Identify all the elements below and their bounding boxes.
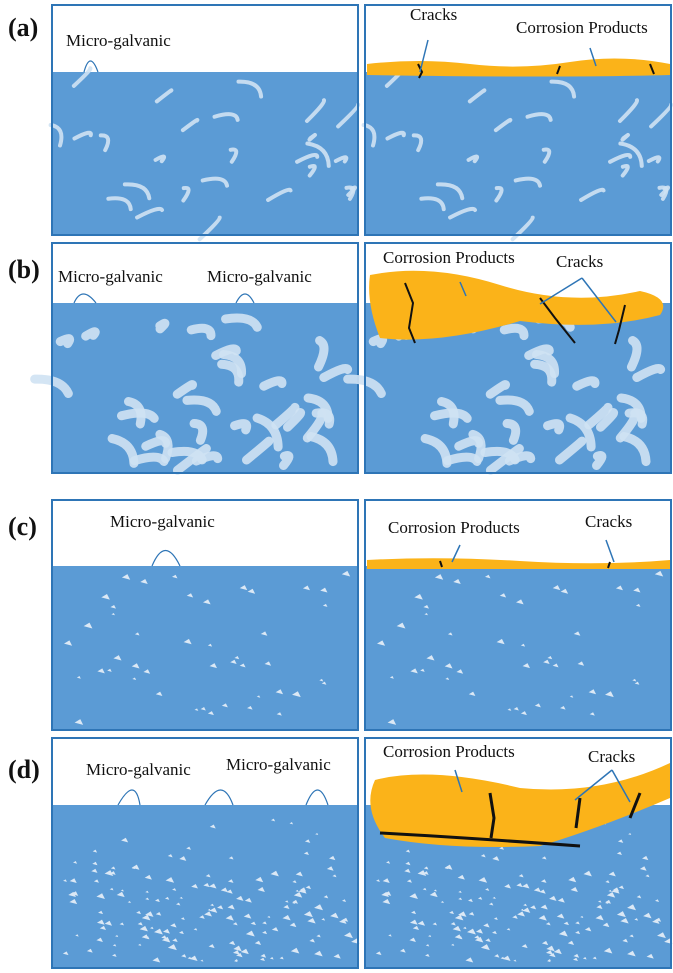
panel-tag: (b)	[8, 255, 40, 284]
grain-boundary	[447, 457, 477, 461]
substrate	[365, 566, 671, 730]
label: Micro-galvanic	[226, 755, 331, 774]
panel-tag: (d)	[8, 755, 40, 784]
left-panel	[52, 500, 358, 730]
label: Cracks	[588, 747, 635, 766]
grain-boundary	[597, 456, 602, 466]
label: Micro-galvanic	[86, 760, 191, 779]
grain-boundary	[284, 456, 289, 466]
grain-boundary	[86, 332, 96, 336]
grain-boundary	[459, 441, 479, 447]
label: Corrosion Products	[516, 18, 648, 37]
right-panel	[365, 738, 673, 968]
right-panel	[364, 5, 672, 239]
label: Micro-galvanic	[58, 267, 163, 286]
label: Micro-galvanic	[110, 512, 215, 531]
label: Micro-galvanic	[66, 31, 171, 50]
grain-boundary	[60, 339, 69, 344]
substrate	[52, 805, 358, 968]
grain-boundary	[373, 339, 382, 344]
label: Cracks	[556, 252, 603, 271]
grain-boundary	[264, 381, 282, 386]
label: Micro-galvanic	[207, 267, 312, 286]
grain-boundary	[577, 381, 595, 386]
grain-boundary	[160, 323, 165, 329]
label: Corrosion Products	[383, 742, 515, 761]
grain-boundary	[631, 341, 637, 367]
grain-boundary	[146, 441, 166, 447]
label: Cracks	[585, 512, 632, 531]
figure: (a) Micro-galvanic Cracks Corrosion Product…	[0, 0, 673, 973]
substrate	[52, 566, 358, 730]
label: Corrosion Products	[388, 518, 520, 537]
panel-tag: (a)	[8, 13, 38, 42]
label: Corrosion Products	[383, 248, 515, 267]
label: Cracks	[410, 5, 457, 24]
panel-tag: (c)	[8, 512, 37, 541]
grain-boundary	[134, 457, 164, 461]
grain-boundary	[318, 341, 324, 367]
